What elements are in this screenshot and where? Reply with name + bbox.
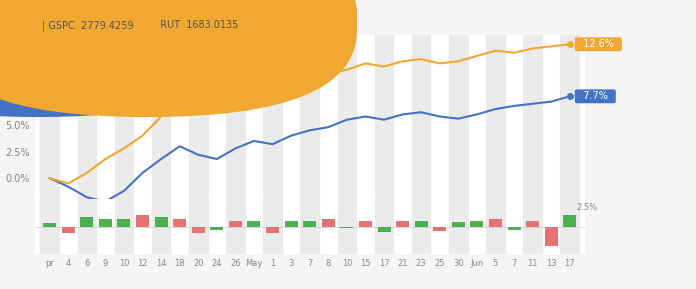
Bar bbox=[263, 199, 282, 254]
Bar bbox=[40, 199, 59, 254]
Bar bbox=[62, 227, 74, 233]
Bar bbox=[263, 35, 282, 199]
Text: | GSPC  2779.4259: | GSPC 2779.4259 bbox=[42, 20, 134, 31]
Bar bbox=[338, 199, 356, 254]
Bar bbox=[374, 35, 393, 199]
Bar bbox=[118, 219, 130, 227]
Bar bbox=[226, 35, 245, 199]
Bar bbox=[266, 227, 279, 233]
Bar bbox=[77, 199, 96, 254]
Bar bbox=[99, 219, 112, 227]
Bar bbox=[449, 199, 468, 254]
Bar bbox=[301, 199, 319, 254]
Bar bbox=[189, 35, 207, 199]
Bar bbox=[322, 219, 335, 227]
Bar bbox=[359, 221, 372, 227]
Bar bbox=[374, 199, 393, 254]
Bar bbox=[226, 199, 245, 254]
Bar bbox=[560, 199, 579, 254]
Bar bbox=[415, 221, 427, 227]
Bar bbox=[452, 222, 465, 227]
Bar bbox=[115, 35, 133, 199]
Bar bbox=[301, 35, 319, 199]
Bar bbox=[43, 223, 56, 227]
Text: |: | bbox=[153, 20, 157, 31]
Bar bbox=[470, 221, 484, 227]
Bar bbox=[487, 199, 505, 254]
Bar bbox=[338, 35, 356, 199]
Bar bbox=[340, 227, 354, 228]
Bar bbox=[396, 221, 409, 227]
Bar bbox=[526, 221, 539, 227]
Bar bbox=[115, 199, 133, 254]
Text: 7.7%: 7.7% bbox=[577, 91, 614, 101]
Bar bbox=[377, 227, 390, 231]
Bar bbox=[433, 227, 446, 231]
Bar bbox=[523, 35, 542, 199]
Bar bbox=[248, 221, 260, 227]
Bar bbox=[560, 35, 579, 199]
Bar bbox=[210, 227, 223, 230]
Bar bbox=[545, 227, 557, 247]
Bar bbox=[152, 35, 171, 199]
Bar bbox=[152, 199, 171, 254]
Bar bbox=[489, 219, 502, 227]
Text: 2.5%: 2.5% bbox=[577, 203, 598, 212]
Bar bbox=[80, 217, 93, 227]
Text: 12.6%: 12.6% bbox=[577, 39, 620, 49]
Bar bbox=[192, 227, 205, 233]
Text: RUT  1683.0135: RUT 1683.0135 bbox=[157, 20, 238, 30]
Bar bbox=[523, 199, 542, 254]
Bar bbox=[303, 221, 316, 227]
Bar bbox=[229, 221, 242, 227]
Bar bbox=[155, 217, 168, 227]
Bar bbox=[507, 227, 521, 230]
Bar bbox=[563, 215, 576, 227]
Bar bbox=[487, 35, 505, 199]
Bar bbox=[412, 199, 430, 254]
Bar bbox=[40, 35, 59, 199]
Bar bbox=[412, 35, 430, 199]
Bar bbox=[449, 35, 468, 199]
Bar bbox=[285, 221, 298, 227]
Bar bbox=[189, 199, 207, 254]
Bar bbox=[136, 215, 149, 227]
Bar bbox=[77, 35, 96, 199]
Bar bbox=[173, 219, 187, 227]
